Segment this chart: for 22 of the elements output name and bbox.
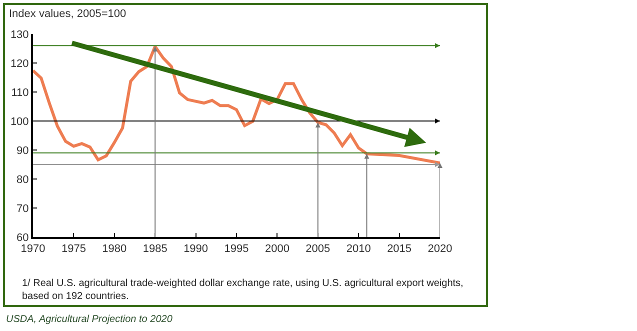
- y-tick-label: 60: [16, 232, 29, 244]
- x-tick-label: 1980: [102, 243, 127, 256]
- x-tick-label: 1995: [224, 243, 249, 256]
- x-tick-label: 1990: [184, 243, 208, 256]
- y-tick-label: 120: [10, 58, 29, 70]
- y-tick-label: 90: [16, 144, 29, 157]
- y-axis-title: Index values, 2005=100: [9, 8, 126, 20]
- text: USDA, Agricultural Projection to 2020: [6, 314, 173, 325]
- x-tick-label: 2005: [306, 243, 330, 256]
- y-tick-label: 100: [10, 116, 29, 128]
- text: 1/ Real U.S. agricultural trade-weighted dollar exchange rate, using U.S. agricultural export weights, based on 192 countries.: [22, 278, 464, 302]
- x-tick-label: 1970: [20, 243, 46, 256]
- x-tick-label: 2020: [428, 243, 452, 256]
- y-tick-label: 130: [10, 28, 29, 41]
- y-tick-label: 80: [16, 174, 29, 186]
- y-tick-label: 70: [16, 202, 29, 215]
- x-tick-label: 1975: [61, 243, 86, 256]
- x-tick-label: 2000: [264, 243, 290, 256]
- x-tick-label: 1985: [142, 243, 168, 256]
- y-tick-label: 110: [11, 86, 29, 99]
- x-tick-label: 2015: [387, 243, 412, 256]
- x-tick-label: 2010: [346, 243, 371, 256]
